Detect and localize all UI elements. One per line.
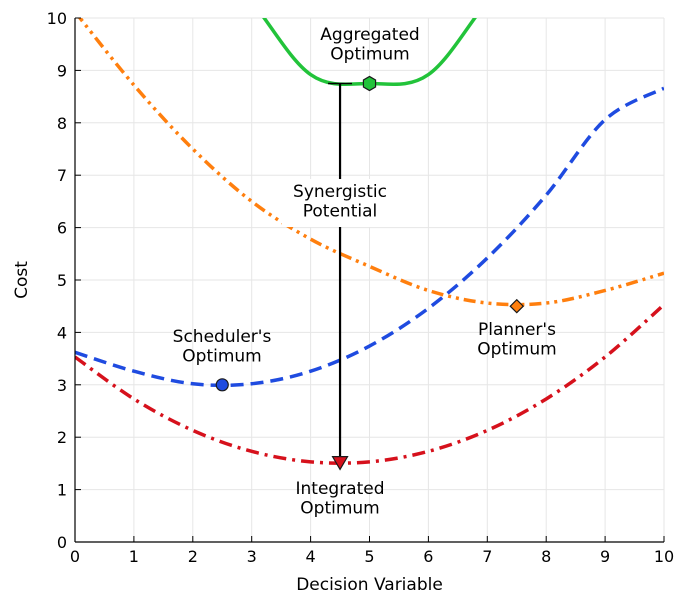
y-tick-label: 9 xyxy=(57,61,67,80)
y-tick-label: 6 xyxy=(57,219,67,238)
y-tick-label: 7 xyxy=(57,166,67,185)
y-tick-label: 1 xyxy=(57,481,67,500)
series-planner xyxy=(77,18,664,307)
annotation-planner: Planner's Optimum xyxy=(477,320,556,360)
x-tick-label: 7 xyxy=(482,547,492,566)
y-tick-label: 10 xyxy=(47,9,67,28)
y-tick-label: 4 xyxy=(57,323,67,342)
annotation-integrated: Integrated Optimum xyxy=(295,479,384,519)
x-tick-label: 4 xyxy=(306,547,316,566)
y-tick-label: 0 xyxy=(57,533,67,552)
annotation-line: Optimum xyxy=(330,45,409,65)
y-tick-label: 5 xyxy=(57,271,67,290)
x-tick-label: 8 xyxy=(541,547,551,566)
x-axis-label: Decision Variable xyxy=(296,575,443,594)
annotation-line: Optimum xyxy=(182,347,261,367)
x-tick-label: 1 xyxy=(129,547,139,566)
annotation-line: Planner's xyxy=(478,320,556,340)
annotation-scheduler: Scheduler's Optimum xyxy=(173,327,272,367)
series-scheduler xyxy=(75,86,664,388)
ticks: 0 1 2 3 4 5 6 7 8 9 10 0 1 2 3 4 5 6 7 8 9 10 xyxy=(47,9,675,566)
optimum-markers xyxy=(215,75,525,471)
annotation-line: Optimum xyxy=(477,340,556,360)
series-integrated xyxy=(75,303,664,465)
synergy-arrow xyxy=(328,82,353,460)
marker-planner-optimum xyxy=(509,298,525,314)
x-tick-label: 9 xyxy=(600,547,610,566)
annotation-line: Optimum xyxy=(300,499,379,519)
y-tick-label: 2 xyxy=(57,428,67,447)
x-tick-label: 0 xyxy=(70,547,80,566)
x-tick-label: 10 xyxy=(654,547,674,566)
annotation-line: Potential xyxy=(303,202,377,222)
x-tick-label: 6 xyxy=(423,547,433,566)
annotation-synergistic: Synergistic Potential xyxy=(293,182,387,222)
annotation-line: Integrated xyxy=(295,479,384,499)
x-tick-label: 3 xyxy=(247,547,257,566)
x-tick-label: 2 xyxy=(188,547,198,566)
y-tick-label: 8 xyxy=(57,114,67,133)
marker-scheduler-optimum xyxy=(215,378,229,392)
y-tick-label: 3 xyxy=(57,376,67,395)
annotation-line: Scheduler's xyxy=(173,327,272,347)
y-axis-label: Cost xyxy=(12,261,32,299)
marker-integrated-optimum xyxy=(331,456,349,471)
annotation-line: Synergistic xyxy=(293,182,387,202)
x-tick-label: 5 xyxy=(364,547,374,566)
annotation-line: Aggregated xyxy=(320,25,419,45)
marker-aggregated-optimum xyxy=(362,75,377,92)
synergistic-label-bg xyxy=(282,179,398,227)
annotation-aggregated: Aggregated Optimum xyxy=(320,25,419,65)
